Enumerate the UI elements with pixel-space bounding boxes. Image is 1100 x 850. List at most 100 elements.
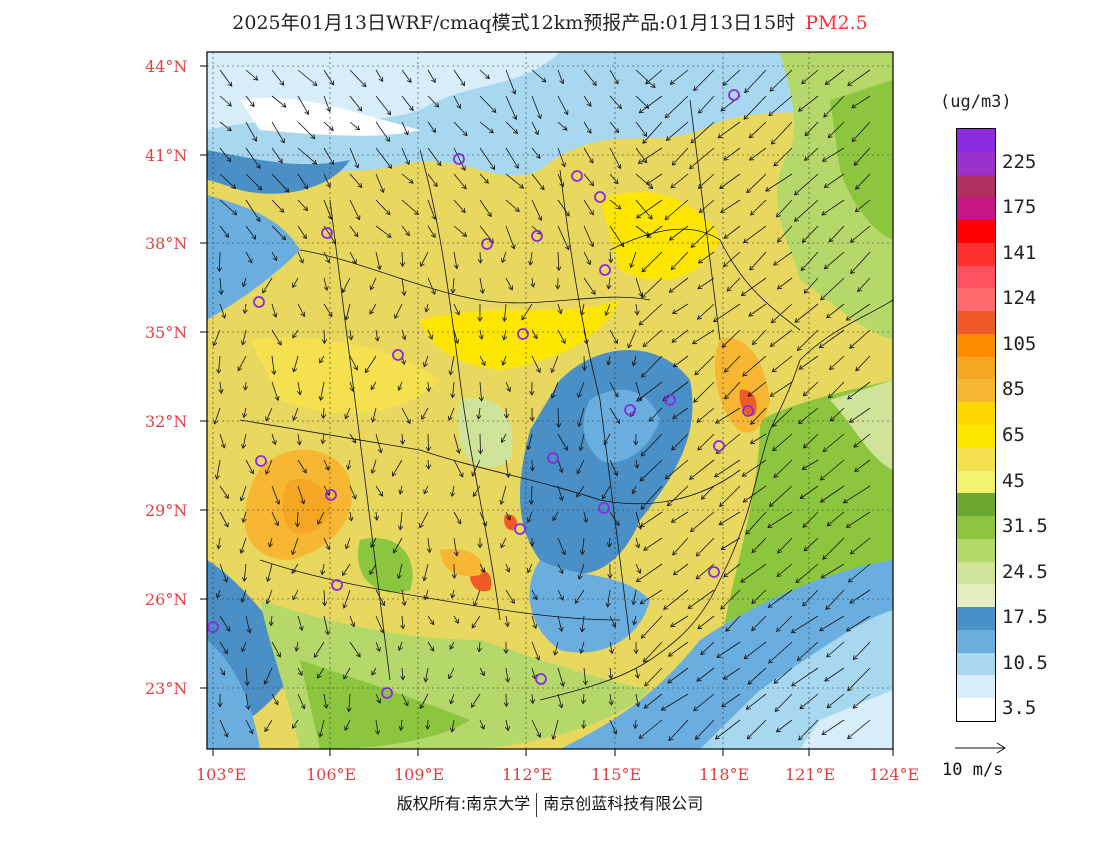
- city-marker: [547, 452, 559, 464]
- wind-arrow: [424, 355, 429, 367]
- wind-arrow: [243, 277, 246, 287]
- wind-arrow: [506, 407, 507, 418]
- wind-arrow: [375, 95, 391, 115]
- wind-arrow: [768, 589, 793, 607]
- wind-arrow: [506, 459, 509, 477]
- wind-arrow: [323, 69, 334, 85]
- wind-arrow: [323, 459, 329, 470]
- wind-arrow: [609, 173, 618, 184]
- wind-arrow: [453, 225, 467, 236]
- wind-arrow: [531, 641, 539, 660]
- wind-arrow: [854, 147, 871, 165]
- wind-arrow: [427, 69, 435, 82]
- copyright-left: 版权所有:南京大学: [396, 794, 531, 813]
- wind-arrow: [297, 485, 304, 504]
- wind-arrow: [637, 199, 663, 218]
- wind-arrow: [298, 433, 300, 445]
- wind-arrow: [479, 121, 493, 133]
- wind-arrow: [641, 511, 663, 527]
- wind-arrow: [824, 95, 845, 117]
- wind-reference-arrow: [955, 742, 1006, 754]
- wind-arrow: [400, 485, 402, 494]
- wind-arrow: [802, 459, 819, 469]
- wind-arrow: [219, 147, 231, 162]
- wind-arrow: [802, 69, 819, 84]
- wind-arrow: [744, 641, 767, 659]
- wind-arrow: [752, 589, 767, 604]
- wind-arrow: [530, 251, 532, 265]
- wind-arrow: [531, 329, 537, 339]
- wind-arrow: [245, 121, 257, 141]
- wind-arrow: [271, 485, 279, 504]
- wind-arrow: [243, 511, 246, 522]
- wind-arrow: [217, 459, 221, 479]
- wind-arrow: [271, 329, 281, 345]
- wind-arrow: [825, 667, 845, 681]
- wind-arrow: [506, 563, 509, 572]
- wind-arrow: [699, 251, 715, 263]
- wind-arrow: [777, 719, 793, 732]
- wind-arrow: [716, 407, 741, 423]
- wind-arrow: [245, 147, 260, 168]
- wind-arrow: [848, 667, 871, 691]
- wind-arrow: [747, 173, 767, 193]
- legend-swatch: [957, 698, 995, 721]
- lat-label: 29°N: [145, 501, 187, 520]
- wind-arrow: [399, 563, 403, 578]
- wind-arrow: [453, 459, 463, 477]
- wind-arrow: [724, 563, 741, 577]
- city-marker: [253, 296, 265, 308]
- wind-arrow: [695, 355, 715, 375]
- wind-arrow: [748, 381, 767, 396]
- wind-arrow: [244, 563, 246, 581]
- legend-swatch: [957, 470, 995, 494]
- wind-arrow: [453, 381, 455, 398]
- wind-arrow: [219, 433, 224, 448]
- wind-arrow: [847, 615, 871, 631]
- wind-arrow: [848, 719, 871, 739]
- wind-arrow: [297, 173, 307, 189]
- wind-arrow: [849, 563, 871, 582]
- wind-arrow: [271, 641, 280, 657]
- legend-unit: (ug/m3): [940, 92, 1012, 112]
- wind-arrow: [321, 381, 325, 400]
- wind-arrow: [428, 719, 429, 729]
- wind-arrow: [752, 615, 767, 631]
- wind-arrow: [219, 719, 228, 737]
- wind-arrow: [778, 537, 793, 553]
- pollution-field: [207, 52, 893, 749]
- wind-arrow: [636, 693, 638, 707]
- wind-arrow: [506, 667, 508, 682]
- legend-swatch: [957, 516, 995, 539]
- wind-arrow: [320, 719, 325, 737]
- wind-arrow: [557, 225, 569, 250]
- wind-arrow: [671, 251, 689, 270]
- wind-arrow: [636, 667, 638, 678]
- wind-arrow: [272, 355, 274, 374]
- wind-arrow: [505, 199, 519, 212]
- wind-arrow: [270, 537, 273, 547]
- wind-arrow: [582, 303, 584, 315]
- lon-label: 115°E: [591, 765, 641, 784]
- legend-label: 45: [1002, 469, 1025, 492]
- wind-arrow: [635, 173, 653, 189]
- legend-swatch: [957, 174, 995, 198]
- wind-arrow: [219, 173, 236, 189]
- wind-arrow: [830, 407, 845, 421]
- wind-arrow: [558, 407, 559, 427]
- wind-arrow: [774, 251, 793, 265]
- wind-arrow: [609, 69, 618, 84]
- wind-arrow: [268, 563, 273, 581]
- wind-arrow: [531, 355, 540, 372]
- wind-arrow: [505, 69, 515, 94]
- wind-arrow: [453, 615, 458, 623]
- wind-arrow: [479, 173, 488, 183]
- wind-arrow: [349, 173, 362, 187]
- wind-arrow: [245, 173, 262, 190]
- wind-arrow: [365, 355, 377, 373]
- wind-arrow: [349, 95, 362, 111]
- wind-arrow: [856, 355, 871, 371]
- wind-arrow: [557, 121, 567, 130]
- wind-arrow: [699, 199, 715, 213]
- wind-arrow: [376, 329, 378, 341]
